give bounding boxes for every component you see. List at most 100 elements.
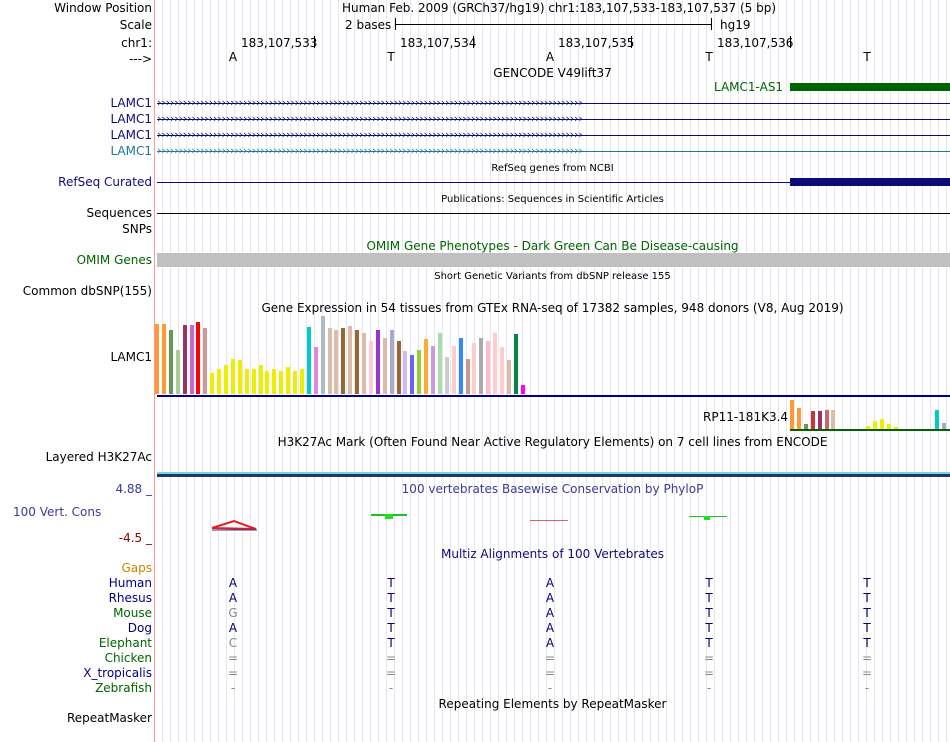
gtex-tissue-bar[interactable] <box>375 330 380 394</box>
gtex-tissue-bar[interactable] <box>334 330 339 394</box>
publications-track-title[interactable]: Publications: Sequences in Scientific Ar… <box>441 194 664 205</box>
rp11-tissue-bar[interactable] <box>886 424 891 429</box>
gencode-transcript-label[interactable]: LAMC1 <box>110 112 152 126</box>
h3k27ac-label[interactable]: Layered H3K27Ac <box>45 450 152 464</box>
gtex-tissue-bar[interactable] <box>237 360 242 394</box>
gtex-tissue-bar[interactable] <box>272 369 277 394</box>
gtex-tissue-bar[interactable] <box>182 325 187 394</box>
gtex-tissue-bar[interactable] <box>299 369 304 394</box>
gtex-tissue-bar[interactable] <box>313 347 318 394</box>
gtex-tissue-bar[interactable] <box>506 360 511 394</box>
conservation-track-title[interactable]: 100 vertebrates Basewise Conservation by… <box>401 482 704 496</box>
snps-label[interactable]: SNPs <box>122 222 152 236</box>
gtex-tissue-bar[interactable] <box>224 365 228 394</box>
gtex-tissue-bar[interactable] <box>458 338 463 394</box>
refseq-exon[interactable] <box>790 178 950 186</box>
gtex-tissue-bar[interactable] <box>472 343 477 394</box>
gtex-tissue-bar[interactable] <box>362 333 366 394</box>
species-label[interactable]: Rhesus <box>108 591 152 605</box>
rp11-label[interactable]: RP11-181K3.4 <box>703 410 789 424</box>
rp11-tissue-bar[interactable] <box>872 421 877 429</box>
rp11-tissue-bar[interactable] <box>796 408 801 429</box>
h3k27ac-track-title[interactable]: H3K27Ac Mark (Often Found Near Active Re… <box>277 435 828 449</box>
rp11-tissue-bar[interactable] <box>941 423 946 429</box>
conservation-plot[interactable] <box>0 0 950 560</box>
gtex-tissue-bar[interactable] <box>444 357 449 394</box>
gencode-transcript-label[interactable]: LAMC1 <box>110 144 152 158</box>
omim-label[interactable]: OMIM Genes <box>76 253 152 267</box>
omim-track-title[interactable]: OMIM Gene Phenotypes - Dark Green Can Be… <box>366 239 739 253</box>
repeatmasker-track-title[interactable]: Repeating Elements by RepeatMasker <box>438 697 667 711</box>
species-label[interactable]: Zebrafish <box>95 681 152 695</box>
rp11-tissue-bar[interactable] <box>934 410 939 429</box>
rp11-tissue-bar[interactable] <box>893 427 898 429</box>
gtex-tissue-bar[interactable] <box>437 333 442 394</box>
gtex-tissue-bar[interactable] <box>230 359 235 394</box>
rp11-tissue-bar[interactable] <box>879 419 884 429</box>
gtex-tissue-bar[interactable] <box>500 347 504 394</box>
conservation-label[interactable]: 100 Vert. Cons <box>13 505 102 519</box>
gtex-tissue-bar[interactable] <box>168 330 173 394</box>
gtex-tissue-bar[interactable] <box>279 371 284 394</box>
gtex-tissue-bar[interactable] <box>155 324 159 394</box>
gencode-intron-line[interactable] <box>157 151 950 152</box>
gtex-tissue-bar[interactable] <box>265 371 270 394</box>
gtex-tissue-bar[interactable] <box>161 324 166 394</box>
gtex-tissue-bar[interactable] <box>348 326 353 394</box>
rp11-tissue-bar[interactable] <box>810 411 815 429</box>
gtex-tissue-bar[interactable] <box>417 350 422 394</box>
gtex-tissue-bar[interactable] <box>479 338 484 394</box>
gtex-tissue-bar[interactable] <box>410 355 415 394</box>
gtex-tissue-bar[interactable] <box>196 322 201 394</box>
gtex-tissue-bar[interactable] <box>341 328 346 394</box>
species-label[interactable]: Elephant <box>98 636 152 650</box>
gtex-tissue-bar[interactable] <box>465 359 470 394</box>
gtex-tissue-bar[interactable] <box>396 341 401 394</box>
refseq-track-title[interactable]: RefSeq genes from NCBI <box>491 163 614 174</box>
gtex-gene-label[interactable]: LAMC1 <box>110 350 152 364</box>
gtex-tissue-bar[interactable] <box>189 325 194 394</box>
rp11-tissue-bar[interactable] <box>824 410 829 429</box>
gtex-tissue-bar[interactable] <box>175 350 180 394</box>
gtex-tissue-bar[interactable] <box>431 346 435 394</box>
gtex-tissue-bar[interactable] <box>389 330 394 394</box>
gtex-tissue-bar[interactable] <box>244 369 249 394</box>
dbsnp-label[interactable]: Common dbSNP(155) <box>22 284 152 298</box>
gtex-tissue-bar[interactable] <box>403 351 408 394</box>
species-label[interactable]: X_tropicalis <box>83 666 152 680</box>
gtex-tissue-bar[interactable] <box>210 373 215 394</box>
gencode-transcript-label[interactable]: LAMC1 <box>110 96 152 110</box>
gtex-tissue-bar[interactable] <box>320 316 325 394</box>
rp11-tissue-bar[interactable] <box>790 400 794 429</box>
gtex-tissue-bar[interactable] <box>424 339 429 394</box>
gencode-track-title[interactable]: GENCODE V49lift37 <box>493 66 612 80</box>
gtex-tissue-bar[interactable] <box>493 333 498 394</box>
sequences-label[interactable]: Sequences <box>86 206 152 220</box>
gtex-tissue-bar[interactable] <box>286 367 291 394</box>
rp11-tissue-bar[interactable] <box>803 424 808 429</box>
gtex-tissue-bar[interactable] <box>513 334 518 394</box>
rp11-tissue-bar[interactable] <box>865 426 870 429</box>
sequences-line[interactable] <box>157 213 950 214</box>
gtex-tissue-bar[interactable] <box>306 327 311 394</box>
lamc1-as1-exon[interactable] <box>790 83 950 91</box>
gtex-tissue-bar[interactable] <box>251 369 256 394</box>
gtex-tissue-bar[interactable] <box>217 369 222 394</box>
species-label[interactable]: Human <box>108 576 152 590</box>
gtex-tissue-bar[interactable] <box>327 328 332 394</box>
gtex-tissue-bar[interactable] <box>258 365 263 394</box>
species-label[interactable]: Mouse <box>113 606 152 620</box>
gencode-intron-line[interactable] <box>157 119 950 120</box>
gencode-intron-line[interactable] <box>157 103 950 104</box>
gtex-tissue-bar[interactable] <box>520 385 525 394</box>
dbsnp-track-title[interactable]: Short Genetic Variants from dbSNP releas… <box>434 271 671 282</box>
refseq-intron-line[interactable] <box>157 182 790 183</box>
refseq-label[interactable]: RefSeq Curated <box>58 175 152 189</box>
omim-gene-bar[interactable] <box>157 253 950 267</box>
gtex-tissue-bar[interactable] <box>203 328 208 394</box>
gtex-tissue-bar[interactable] <box>451 346 456 394</box>
gencode-transcript-label[interactable]: LAMC1 <box>110 128 152 142</box>
gtex-tissue-bar[interactable] <box>486 341 491 394</box>
gtex-tissue-bar[interactable] <box>382 338 387 394</box>
